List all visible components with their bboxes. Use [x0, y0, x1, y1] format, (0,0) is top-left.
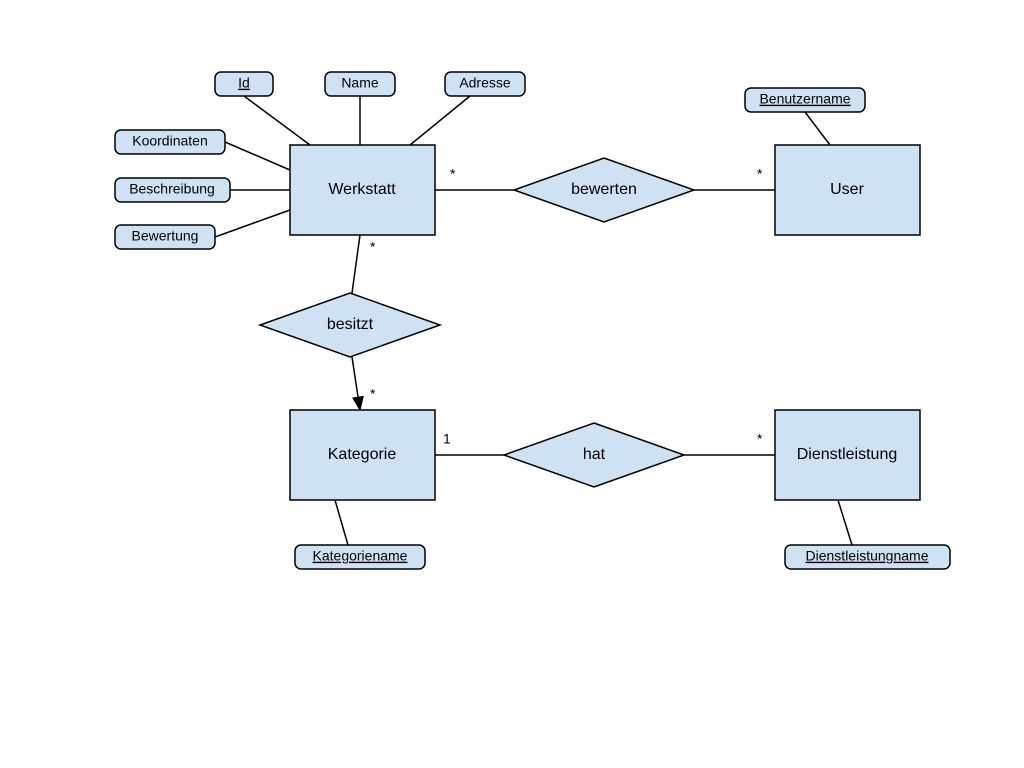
relationship-besitzt-label: besitzt [327, 316, 374, 333]
attribute-koordinaten: Koordinaten [115, 130, 225, 154]
attribute-id-label: Id [238, 75, 250, 91]
conn-besitzt-kategorie [352, 357, 360, 410]
conn-id-werkstatt [244, 96, 310, 145]
conn-koordinaten-werkstatt [225, 142, 290, 170]
card-werkstatt-besitzt: * [370, 239, 376, 255]
conn-adresse-werkstatt [410, 96, 470, 145]
attribute-beschreibung: Beschreibung [115, 178, 230, 202]
card-kategorie-besitzt: * [370, 386, 376, 402]
attribute-name: Name [325, 72, 395, 96]
relationship-hat-label: hat [583, 446, 606, 463]
entity-werkstatt-label: Werkstatt [328, 181, 396, 198]
relationship-bewerten-label: bewerten [571, 181, 637, 198]
entity-werkstatt: Werkstatt [290, 145, 435, 235]
relationship-bewerten: bewerten [514, 158, 694, 222]
entity-user: User [775, 145, 920, 235]
entity-dienstleistung: Dienstleistung [775, 410, 920, 500]
entity-kategorie-label: Kategorie [328, 446, 397, 463]
attribute-bewertung-label: Bewertung [132, 228, 199, 244]
card-dienstleistung-hat: * [757, 431, 763, 447]
attribute-benutzername-label: Benutzername [759, 91, 850, 107]
entity-user-label: User [830, 181, 864, 198]
entity-kategorie: Kategorie [290, 410, 435, 500]
relationship-besitzt: besitzt [260, 293, 440, 357]
attribute-benutzername: Benutzername [745, 88, 865, 112]
attribute-id: Id [215, 72, 273, 96]
attribute-beschreibung-label: Beschreibung [129, 181, 215, 197]
entity-dienstleistung-label: Dienstleistung [797, 446, 898, 463]
card-werkstatt-bewerten: * [450, 166, 456, 182]
conn-werkstatt-besitzt [352, 235, 360, 293]
attribute-name-label: Name [341, 75, 379, 91]
conn-benutzername-user [805, 112, 830, 145]
attribute-adresse: Adresse [445, 72, 525, 96]
card-user-bewerten: * [757, 166, 763, 182]
card-kategorie-hat: 1 [443, 431, 451, 447]
attribute-bewertung: Bewertung [115, 225, 215, 249]
attribute-adresse-label: Adresse [459, 75, 511, 91]
attribute-koordinaten-label: Koordinaten [132, 133, 208, 149]
conn-bewertung-werkstatt [215, 210, 290, 237]
attribute-dienstleistungname: Dienstleistungname [785, 545, 950, 569]
relationship-hat: hat [504, 423, 684, 487]
attribute-dienstleistungname-label: Dienstleistungname [806, 548, 929, 564]
attribute-kategoriename: Kategoriename [295, 545, 425, 569]
attribute-kategoriename-label: Kategoriename [313, 548, 408, 564]
conn-kategoriename-kategorie [335, 500, 348, 545]
conn-dienstleistungname-dienstleistung [838, 500, 852, 545]
